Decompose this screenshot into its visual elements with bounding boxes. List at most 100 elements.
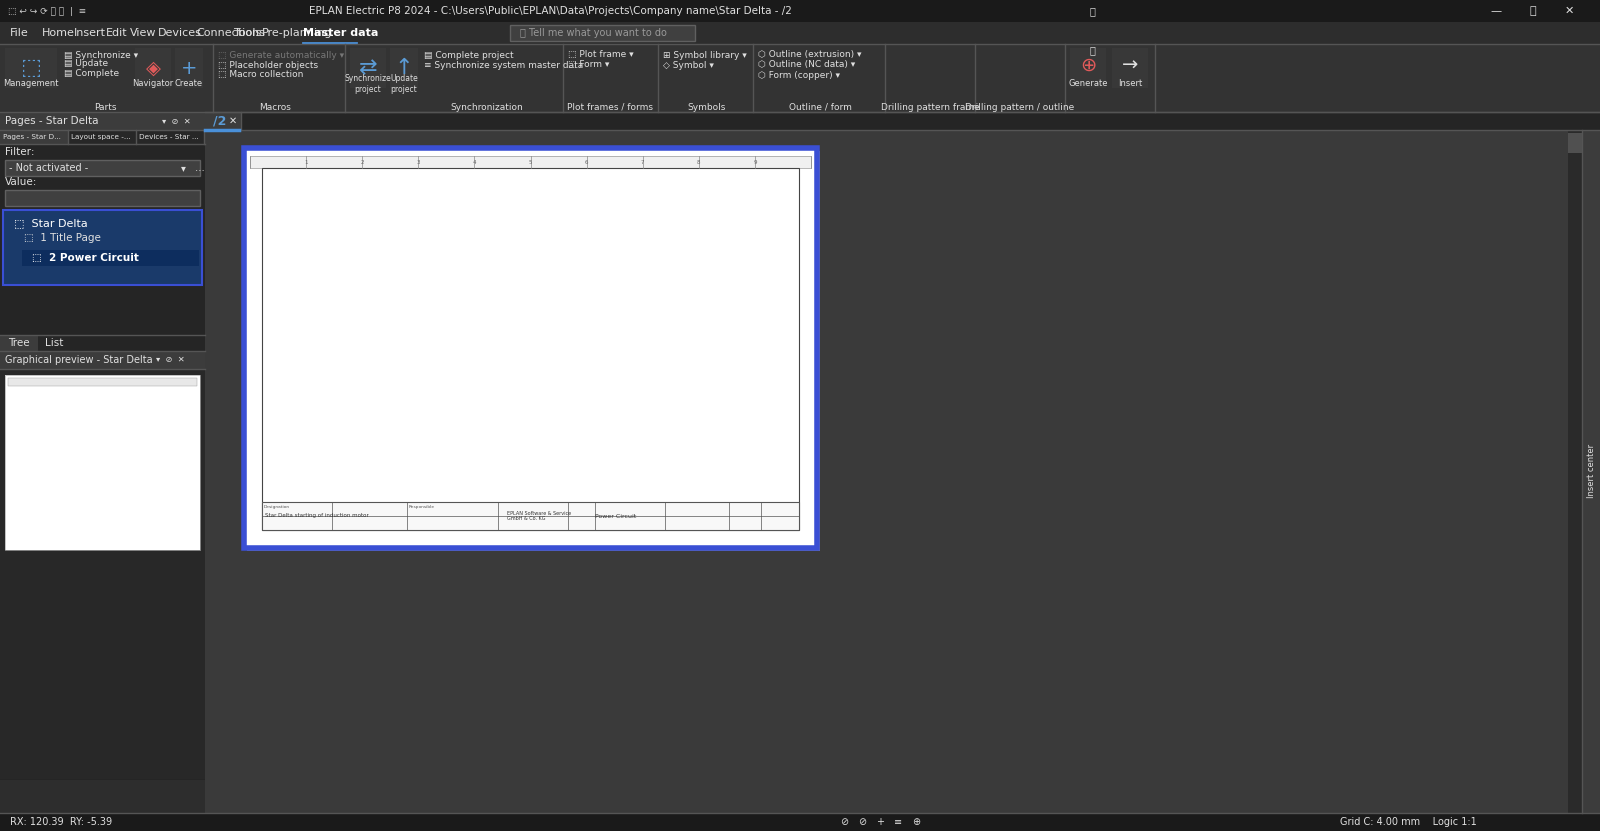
Text: Star Delta starting of induction motor: Star Delta starting of induction motor	[266, 514, 368, 519]
Text: ▤ Update: ▤ Update	[64, 60, 109, 68]
Text: Tree: Tree	[8, 338, 30, 348]
Bar	[5, 375, 200, 550]
Bar	[5, 190, 200, 206]
Text: ⬚: ⬚	[21, 58, 42, 78]
Bar	[136, 130, 205, 144]
Text: Graphical preview - Star Delta: Graphical preview - Star Delta	[5, 355, 152, 365]
Bar	[1568, 130, 1582, 813]
Text: Pages - Star D...: Pages - Star D...	[3, 134, 61, 140]
Text: Management: Management	[3, 80, 59, 88]
Bar	[3, 210, 202, 285]
Text: ⊞ Symbol library ▾: ⊞ Symbol library ▾	[662, 51, 747, 60]
Bar	[38, 335, 70, 351]
Text: ▤ Complete project: ▤ Complete project	[424, 51, 514, 60]
Bar	[5, 160, 200, 176]
Bar	[510, 25, 694, 41]
Text: ⬚ Macro collection: ⬚ Macro collection	[218, 71, 304, 80]
Text: Drilling pattern frame: Drilling pattern frame	[880, 102, 979, 111]
Bar	[22, 250, 198, 266]
Bar	[262, 502, 798, 530]
Text: 📌: 📌	[1090, 45, 1096, 55]
Text: Designation: Designation	[264, 505, 290, 509]
Bar	[1112, 48, 1149, 88]
Text: Power Circuit: Power Circuit	[595, 514, 637, 519]
Bar	[5, 375, 200, 550]
Text: Outline / form: Outline / form	[789, 102, 851, 111]
Bar	[0, 112, 205, 130]
Bar	[250, 156, 811, 168]
Text: ✕: ✕	[1565, 6, 1574, 16]
Text: 3: 3	[416, 160, 421, 165]
Text: ⬚ ↩ ↪ ⟳ ⤾ ⤿  |  ≡: ⬚ ↩ ↪ ⟳ ⤾ ⤿ | ≡	[8, 7, 86, 16]
Bar	[0, 369, 205, 779]
Bar	[8, 378, 197, 386]
Text: Home: Home	[42, 28, 75, 38]
Text: 1: 1	[304, 160, 307, 165]
Text: ⬚ Plot frame ▾: ⬚ Plot frame ▾	[568, 51, 634, 60]
Text: EPLAN Electric P8 2024 - C:\Users\Public\EPLAN\Data\Projects\Company name\Star D: EPLAN Electric P8 2024 - C:\Users\Public…	[309, 6, 792, 16]
Text: Generate: Generate	[1069, 80, 1107, 88]
Bar	[0, 351, 205, 369]
Text: File: File	[10, 28, 29, 38]
Text: Navigator: Navigator	[133, 80, 174, 88]
Text: Master data: Master data	[302, 28, 378, 38]
Text: Devices: Devices	[158, 28, 202, 38]
Text: 🔍 Tell me what you want to do: 🔍 Tell me what you want to do	[520, 28, 667, 38]
Text: ⬡ Outline (extrusion) ▾: ⬡ Outline (extrusion) ▾	[758, 51, 861, 60]
Text: EPLAN Software & Service
GmbH & Co. KG: EPLAN Software & Service GmbH & Co. KG	[507, 510, 571, 521]
Text: Synchronize
project: Synchronize project	[344, 74, 392, 94]
Bar	[67, 130, 136, 144]
Text: 7: 7	[642, 160, 645, 165]
Text: ⬚ Generate automatically ▾: ⬚ Generate automatically ▾	[218, 51, 344, 60]
Text: →: →	[1122, 56, 1138, 75]
Bar	[174, 48, 203, 88]
Text: ◇ Symbol ▾: ◇ Symbol ▾	[662, 61, 714, 70]
Text: 5: 5	[528, 160, 533, 165]
Bar	[0, 22, 1600, 44]
Text: Insert center: Insert center	[1587, 444, 1595, 498]
Bar	[5, 48, 58, 88]
Bar	[262, 168, 798, 530]
Text: List: List	[45, 338, 62, 348]
Text: ≡ Synchronize system master data: ≡ Synchronize system master data	[424, 61, 584, 70]
Bar	[0, 335, 38, 351]
Text: ⊘: ⊘	[840, 817, 848, 827]
Text: Parts: Parts	[94, 102, 117, 111]
Bar	[350, 48, 386, 88]
Bar	[390, 48, 418, 88]
Bar	[0, 0, 1600, 22]
Text: Connections: Connections	[195, 28, 266, 38]
Text: Insert: Insert	[74, 28, 106, 38]
Text: ⬡ Form (copper) ▾: ⬡ Form (copper) ▾	[758, 71, 840, 80]
Bar	[3, 210, 202, 285]
Bar	[134, 48, 171, 88]
Bar	[262, 502, 798, 530]
Text: Create: Create	[174, 80, 203, 88]
Bar	[510, 25, 694, 41]
Bar	[205, 112, 242, 130]
Text: ✕: ✕	[229, 116, 237, 126]
Text: Responsible: Responsible	[410, 505, 435, 509]
Text: ⊕: ⊕	[912, 817, 920, 827]
Text: Value:: Value:	[5, 177, 37, 187]
Bar	[0, 44, 1600, 112]
Text: 2: 2	[360, 160, 363, 165]
Text: 9: 9	[754, 160, 757, 165]
Text: ▤ Complete: ▤ Complete	[64, 68, 118, 77]
Text: Insert: Insert	[1118, 80, 1142, 88]
Text: View: View	[130, 28, 157, 38]
Text: ▤ Synchronize ▾: ▤ Synchronize ▾	[64, 51, 138, 60]
Text: ▾  ⊘  ✕: ▾ ⊘ ✕	[162, 116, 190, 125]
Text: ↑: ↑	[395, 58, 413, 78]
Bar	[5, 190, 200, 206]
Text: ≡: ≡	[894, 817, 902, 827]
Text: ⬚ Form ▾: ⬚ Form ▾	[568, 61, 610, 70]
Text: Devices - Star ...: Devices - Star ...	[139, 134, 198, 140]
Text: Plot frames / forms: Plot frames / forms	[566, 102, 653, 111]
Text: …: …	[195, 163, 205, 173]
Text: ⧉: ⧉	[1530, 6, 1536, 16]
Bar	[243, 148, 818, 548]
Bar	[0, 130, 67, 144]
Text: 4: 4	[472, 160, 477, 165]
Text: ⬚  2 Power Circuit: ⬚ 2 Power Circuit	[32, 253, 139, 263]
